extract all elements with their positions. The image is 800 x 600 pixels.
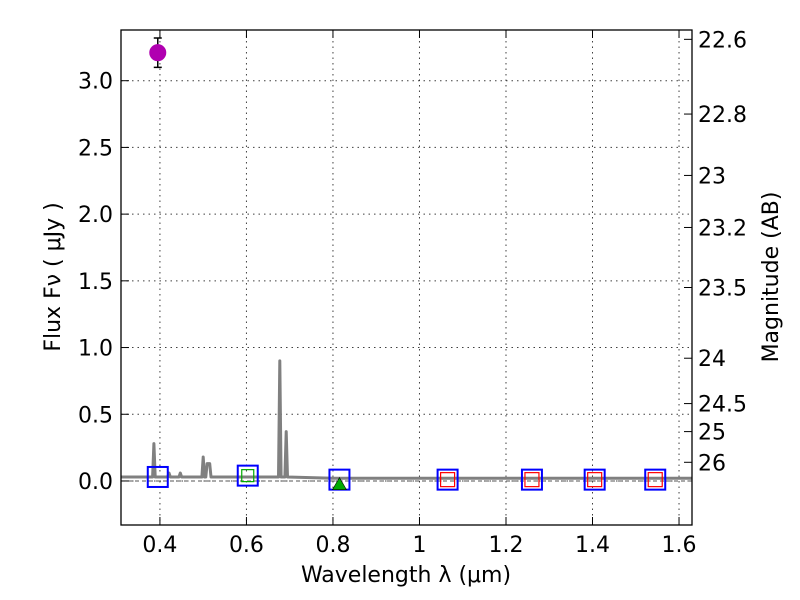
y-axis-title: Flux Fν ( μJy ) — [41, 202, 66, 351]
model-photometry-marker — [583, 468, 606, 491]
model-photometry-marker — [644, 468, 667, 491]
x-axis-title: Wavelength λ (μm) — [301, 563, 511, 588]
model-photometry-marker — [236, 464, 259, 487]
x-tick-label: 1.2 — [488, 533, 523, 558]
y2-tick-label: 22.8 — [698, 103, 747, 128]
y2-tick-label: 26 — [698, 451, 726, 476]
x-tick-label: 1.6 — [662, 533, 697, 558]
x-tick-label: 0.8 — [315, 533, 350, 558]
model-spectrum-line — [121, 359, 692, 480]
observed-flux-point — [149, 44, 167, 62]
green-triangle-marker — [331, 477, 347, 490]
grid — [121, 30, 692, 525]
weak-detection-marker — [241, 469, 255, 483]
y-tick-label: 0.5 — [78, 403, 113, 428]
y-tick-label: 0.0 — [78, 470, 113, 495]
x-tick-label: 1.4 — [575, 533, 610, 558]
y-tick-label: 1.5 — [78, 270, 113, 295]
y2-tick-label: 24.5 — [698, 393, 747, 418]
upper-limits-marker — [587, 472, 603, 488]
model-photometry-marker — [520, 468, 543, 491]
y-tick-label: 2.5 — [78, 136, 113, 161]
x-tick-label: 0.6 — [229, 533, 264, 558]
series-layer — [121, 37, 692, 491]
upper-limits-marker — [439, 472, 456, 488]
model-photometry-marker — [146, 465, 169, 488]
y2-tick-label: 22.6 — [698, 28, 747, 53]
y2-tick-label: 24 — [698, 347, 726, 372]
y2-axis-title: Magnitude (AB) — [759, 192, 784, 363]
plot-frame — [120, 29, 693, 526]
y2-tick-label: 23.5 — [698, 277, 747, 302]
upper-limits-marker — [647, 472, 663, 488]
y2-tick-label: 25 — [698, 421, 726, 446]
model-photometry-marker — [436, 468, 459, 491]
y-tick-label: 1.0 — [78, 337, 113, 362]
y-tick-label: 3.0 — [78, 70, 113, 95]
upper-limits-marker — [524, 472, 540, 488]
x-tick-label: 0.4 — [142, 533, 177, 558]
y2-tick-label: 23 — [698, 164, 726, 189]
y2-tick-label: 23.2 — [698, 216, 747, 241]
y-tick-label: 2.0 — [78, 203, 113, 228]
axes-ticks: 0.4 0.6 0.8 1 1.2 1.4 1.6 0.0 0.5 1.0 1.5 2.0 2.5 3.0… — [78, 28, 747, 558]
x-tick-label: 1 — [412, 533, 426, 558]
